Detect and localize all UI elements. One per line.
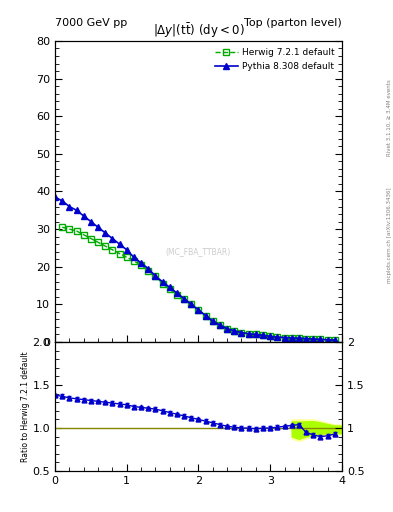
Line: Herwig 7.2.1 default: Herwig 7.2.1 default [59,224,338,343]
Text: (MC_FBA_TTBAR): (MC_FBA_TTBAR) [166,247,231,256]
Herwig 7.2.1 default [311,336,316,342]
Pythia 8.308 default [160,279,165,285]
Title: $|\Delta y|(\mathrm{t\bar{t}})\ (\mathrm{dy} < 0)$: $|\Delta y|(\mathrm{t\bar{t}})\ (\mathrm… [152,22,244,40]
Herwig 7.2.1 default [225,326,230,332]
Pythia 8.308 default [117,241,122,247]
Herwig 7.2.1 default [196,307,201,313]
Pythia 8.308 default [297,335,301,342]
Pythia 8.308 default [132,254,136,261]
Text: Top (parton level): Top (parton level) [244,18,342,28]
Pythia 8.308 default [211,318,215,325]
Pythia 8.308 default [325,337,330,343]
Herwig 7.2.1 default [153,273,158,279]
Pythia 8.308 default [268,333,273,339]
Pythia 8.308 default [53,194,57,200]
Herwig 7.2.1 default [232,328,237,334]
Pythia 8.308 default [81,213,86,219]
Herwig 7.2.1 default [110,247,115,253]
Pythia 8.308 default [275,334,280,340]
Herwig 7.2.1 default [146,267,151,273]
Line: Pythia 8.308 default: Pythia 8.308 default [52,195,338,343]
Pythia 8.308 default [74,207,79,214]
Pythia 8.308 default [203,313,208,319]
Herwig 7.2.1 default [96,239,101,245]
Pythia 8.308 default [146,266,151,272]
Herwig 7.2.1 default [218,322,222,328]
Pythia 8.308 default [225,326,230,332]
Pythia 8.308 default [311,336,316,342]
Herwig 7.2.1 default [275,334,280,340]
Herwig 7.2.1 default [139,262,143,268]
Herwig 7.2.1 default [103,243,108,249]
Herwig 7.2.1 default [289,335,294,341]
Herwig 7.2.1 default [174,292,179,298]
Pythia 8.308 default [60,198,64,204]
Pythia 8.308 default [282,334,287,340]
Pythia 8.308 default [289,335,294,341]
Herwig 7.2.1 default [261,332,265,338]
Pythia 8.308 default [153,273,158,279]
Pythia 8.308 default [218,322,222,328]
Herwig 7.2.1 default [189,301,194,307]
Pythia 8.308 default [232,328,237,334]
Herwig 7.2.1 default [60,224,64,230]
Pythia 8.308 default [110,236,115,242]
Herwig 7.2.1 default [211,318,215,325]
Herwig 7.2.1 default [117,250,122,257]
Pythia 8.308 default [189,301,194,307]
Pythia 8.308 default [67,203,72,209]
Herwig 7.2.1 default [246,331,251,337]
Herwig 7.2.1 default [88,236,93,242]
Pythia 8.308 default [253,331,258,337]
Text: mcplots.cern.ch [arXiv:1306.3436]: mcplots.cern.ch [arXiv:1306.3436] [387,188,392,283]
Herwig 7.2.1 default [74,228,79,234]
Pythia 8.308 default [332,337,337,343]
Pythia 8.308 default [239,330,244,336]
Herwig 7.2.1 default [282,334,287,340]
Herwig 7.2.1 default [239,330,244,336]
Herwig 7.2.1 default [268,333,273,339]
Legend: Herwig 7.2.1 default, Pythia 8.308 default: Herwig 7.2.1 default, Pythia 8.308 defau… [212,46,338,73]
Pythia 8.308 default [318,336,323,343]
Herwig 7.2.1 default [182,295,187,302]
Herwig 7.2.1 default [125,254,129,261]
Y-axis label: Ratio to Herwig 7.2.1 default: Ratio to Herwig 7.2.1 default [20,351,29,462]
Herwig 7.2.1 default [167,286,172,292]
Pythia 8.308 default [139,260,143,266]
Pythia 8.308 default [96,224,101,230]
Herwig 7.2.1 default [297,335,301,342]
Pythia 8.308 default [304,335,309,342]
Pythia 8.308 default [167,284,172,290]
Pythia 8.308 default [103,230,108,236]
Herwig 7.2.1 default [160,281,165,287]
Pythia 8.308 default [261,332,265,338]
Herwig 7.2.1 default [253,331,258,337]
Herwig 7.2.1 default [304,335,309,342]
Herwig 7.2.1 default [332,337,337,343]
Pythia 8.308 default [174,290,179,296]
Herwig 7.2.1 default [132,258,136,264]
Text: 7000 GeV pp: 7000 GeV pp [55,18,127,28]
Herwig 7.2.1 default [67,226,72,232]
Herwig 7.2.1 default [203,313,208,319]
Herwig 7.2.1 default [81,232,86,238]
Pythia 8.308 default [125,247,129,253]
Text: Rivet 3.1.10, ≥ 3.4M events: Rivet 3.1.10, ≥ 3.4M events [387,79,392,156]
Pythia 8.308 default [88,219,93,225]
Pythia 8.308 default [246,331,251,337]
Pythia 8.308 default [182,295,187,302]
Pythia 8.308 default [196,307,201,313]
Herwig 7.2.1 default [325,337,330,343]
Herwig 7.2.1 default [318,336,323,343]
